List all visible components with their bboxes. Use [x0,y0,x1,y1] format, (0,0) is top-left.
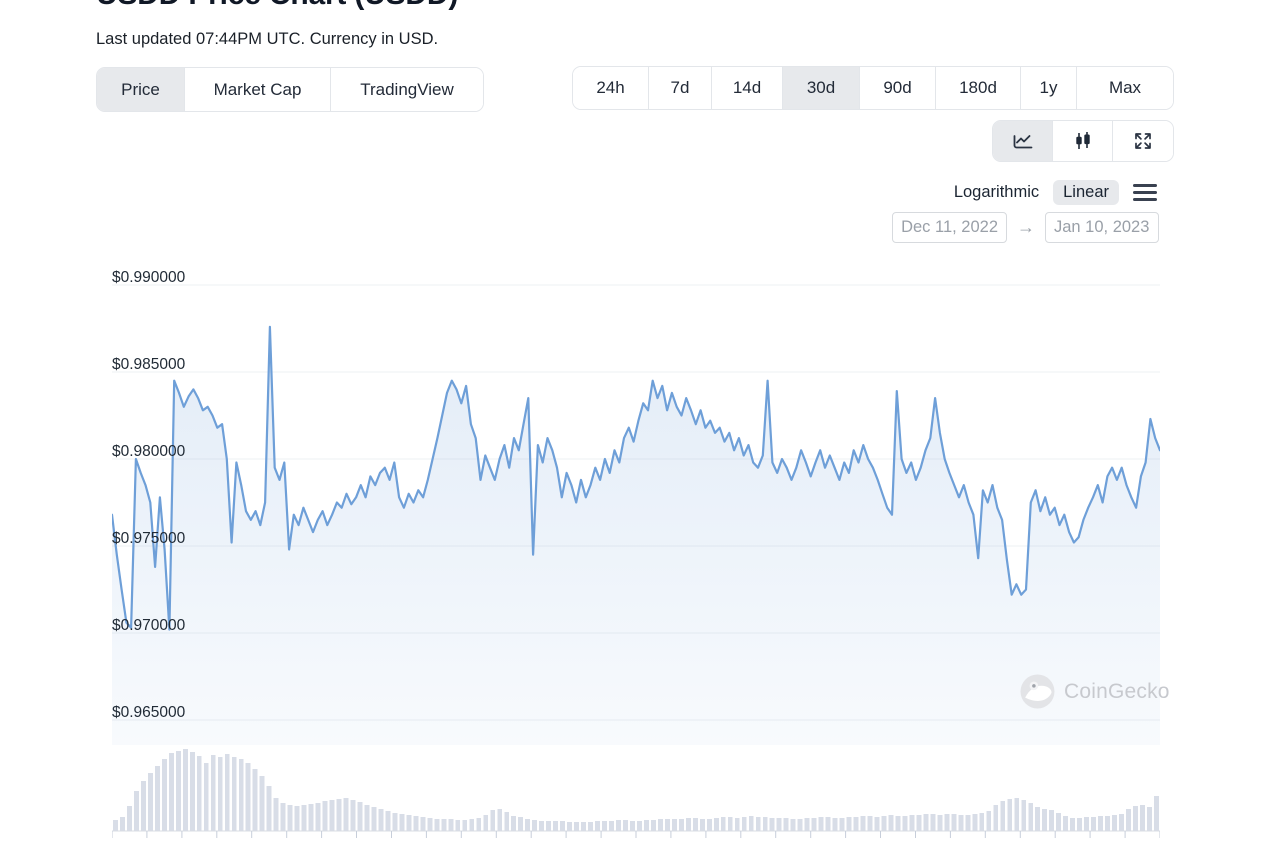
range-90d[interactable]: 90d [860,67,936,109]
date-range-row: Dec 11, 2022 → Jan 10, 2023 [892,212,1159,243]
date-from-input[interactable]: Dec 11, 2022 [892,212,1007,243]
range-180d[interactable]: 180d [936,67,1021,109]
tab-tradingview[interactable]: TradingView [331,68,483,111]
range-1y[interactable]: 1y [1021,67,1077,109]
linear-toggle[interactable]: Linear [1053,180,1119,205]
tab-price[interactable]: Price [97,68,185,111]
line-chart-button[interactable] [993,121,1053,161]
coingecko-logo-icon [1020,674,1055,709]
price-chart[interactable]: $0.990000 $0.985000 $0.980000 $0.975000 $0.9… [110,269,1169,840]
time-range-group: 24h 7d 14d 30d 90d 180d 1y Max [572,66,1174,110]
range-30d[interactable]: 30d [783,67,860,109]
watermark: CoinGecko [1020,674,1170,709]
last-updated-text: Last updated 07:44PM UTC. Currency in US… [96,30,439,48]
chart-type-group [992,120,1174,162]
fullscreen-icon [1131,129,1155,153]
candlestick-icon [1071,129,1095,153]
range-max[interactable]: Max [1077,67,1173,109]
hamburger-menu-icon[interactable] [1133,182,1157,203]
candlestick-button[interactable] [1053,121,1113,161]
logarithmic-toggle[interactable]: Logarithmic [953,183,1040,201]
date-to-input[interactable]: Jan 10, 2023 [1045,212,1159,243]
line-chart-icon [1011,129,1035,153]
chart-tab-group: Price Market Cap TradingView [96,67,484,112]
arrow-right-icon: → [1017,217,1035,237]
range-24h[interactable]: 24h [573,67,649,109]
tab-market-cap[interactable]: Market Cap [185,68,331,111]
range-7d[interactable]: 7d [649,67,712,109]
watermark-label: CoinGecko [1064,679,1170,703]
page-title: USDD Price Chart (USDD) [96,0,458,10]
fullscreen-button[interactable] [1113,121,1173,161]
range-14d[interactable]: 14d [712,67,783,109]
scale-toggle-row: Logarithmic Linear [954,180,1157,205]
price-chart-canvas [110,284,1162,838]
